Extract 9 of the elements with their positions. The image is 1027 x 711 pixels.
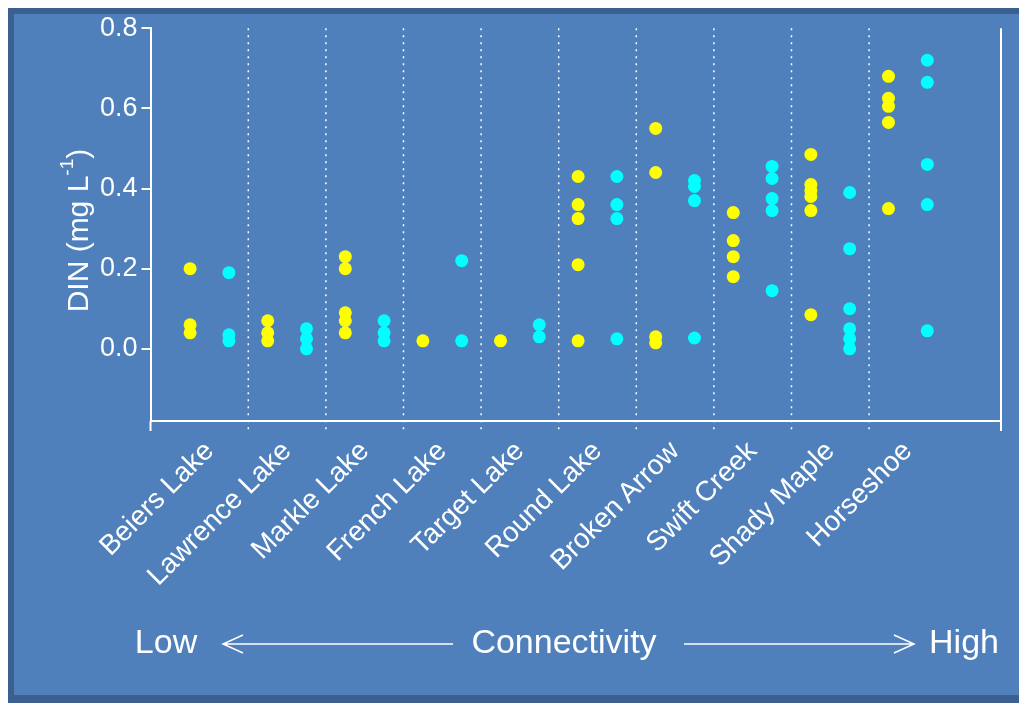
y-tick-label: 0.6 (99, 91, 138, 122)
y-tick-label: 0.8 (99, 11, 138, 42)
text: High (929, 622, 999, 661)
y-tick-label: 0.4 (99, 171, 138, 202)
y-tick-label: 0.2 (99, 252, 138, 283)
x-axis-title: Connectivity (471, 622, 657, 661)
text: Low (134, 622, 198, 661)
y-tick-label: 0.0 (99, 332, 138, 363)
y-axis-title: DIN (mg L-1) (56, 148, 95, 313)
